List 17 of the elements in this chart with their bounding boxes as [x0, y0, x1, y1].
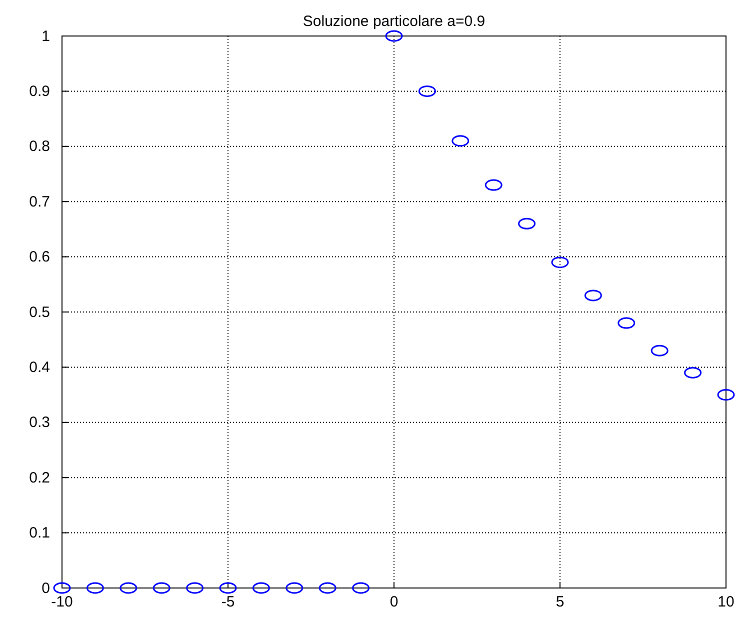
y-tick-label: 0.4 — [29, 359, 50, 376]
y-tick-label: 0.5 — [29, 304, 50, 321]
x-tick-label: -5 — [221, 594, 235, 610]
x-tick-label: 0 — [390, 594, 398, 610]
chart-title: Soluzione particolare a=0.9 — [302, 13, 486, 30]
y-tick-label: 0.3 — [29, 414, 50, 432]
y-tick-label: 0.8 — [29, 138, 50, 156]
y-tick-label: 0 — [42, 580, 50, 597]
y-tick-label: 0.1 — [29, 524, 50, 542]
y-tick-label: 0.7 — [29, 193, 50, 210]
x-tick-label: -10 — [51, 594, 73, 610]
y-tick-label: 1 — [42, 28, 50, 45]
y-tick-label: 0.6 — [29, 248, 50, 266]
y-tick-label: 0.9 — [29, 83, 50, 100]
x-tick-label: 10 — [718, 594, 734, 610]
y-tick-label: 0.2 — [29, 469, 50, 486]
x-tick-label: 5 — [556, 594, 564, 610]
